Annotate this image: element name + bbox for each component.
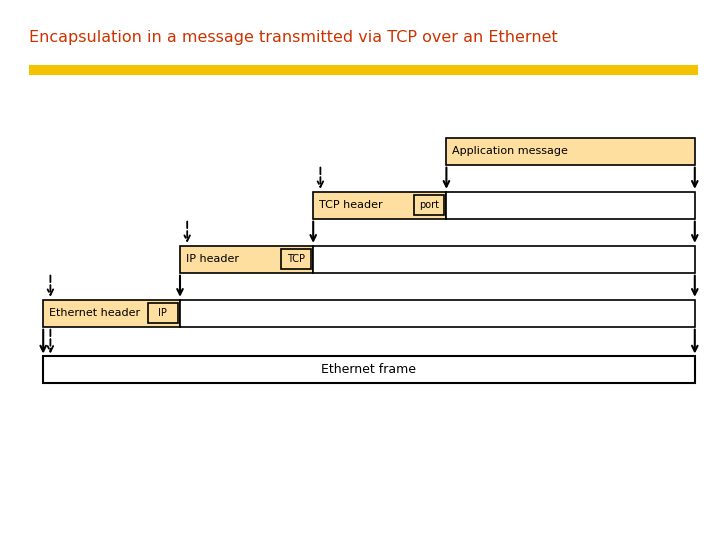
Text: IP: IP	[158, 308, 167, 318]
Text: Ethernet frame: Ethernet frame	[322, 363, 416, 376]
Text: Encapsulation in a message transmitted via TCP over an Ethernet: Encapsulation in a message transmitted v…	[29, 30, 557, 45]
Text: IP header: IP header	[186, 254, 239, 264]
Text: TCP: TCP	[287, 254, 305, 264]
Bar	[313, 246, 695, 273]
Bar	[180, 246, 313, 273]
Bar	[313, 192, 446, 219]
Text: TCP header: TCP header	[319, 200, 382, 210]
Bar	[414, 195, 444, 215]
Bar	[281, 249, 311, 269]
Bar	[29, 65, 698, 75]
Bar	[148, 303, 178, 323]
Text: Ethernet header: Ethernet header	[49, 308, 140, 318]
Bar	[43, 356, 695, 383]
Text: port: port	[419, 200, 439, 210]
Text: Application message: Application message	[452, 146, 568, 156]
Bar	[446, 138, 695, 165]
Bar	[180, 300, 695, 327]
Bar	[446, 192, 695, 219]
Bar	[43, 300, 180, 327]
